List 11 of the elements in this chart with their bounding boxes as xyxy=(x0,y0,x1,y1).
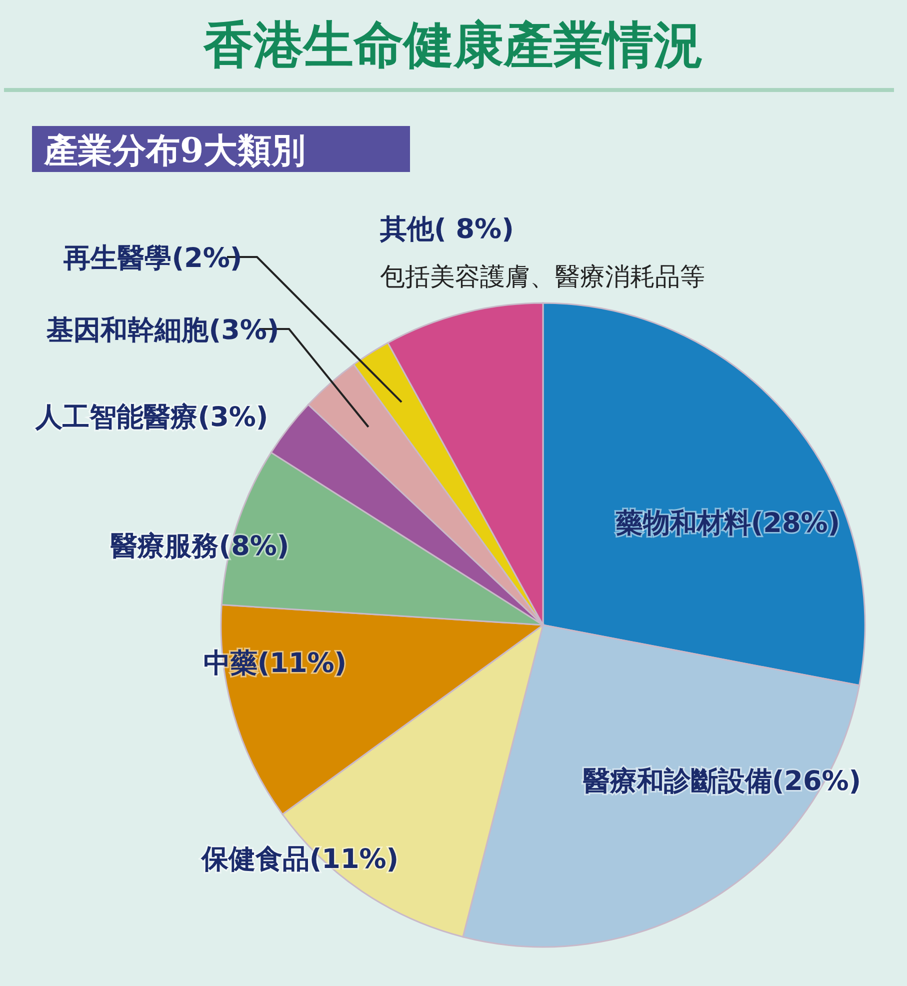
data-label: (11%) xyxy=(257,648,347,679)
data-label: (3%) xyxy=(208,315,280,346)
data-label: (11%) xyxy=(309,844,399,875)
chart-subtitle: 產業分布9大類別 xyxy=(43,131,306,171)
data-label: (26%) xyxy=(772,766,862,797)
data-label: ( 8%) xyxy=(434,214,514,245)
data-label: (3%) xyxy=(198,402,268,433)
text: 包括美容護膚、醫療消耗品等 xyxy=(380,262,705,291)
data-label: (2%) xyxy=(172,243,242,274)
data-label: (28%) xyxy=(750,508,840,539)
chart-title: 香港生命健康產業情況 xyxy=(202,15,704,74)
